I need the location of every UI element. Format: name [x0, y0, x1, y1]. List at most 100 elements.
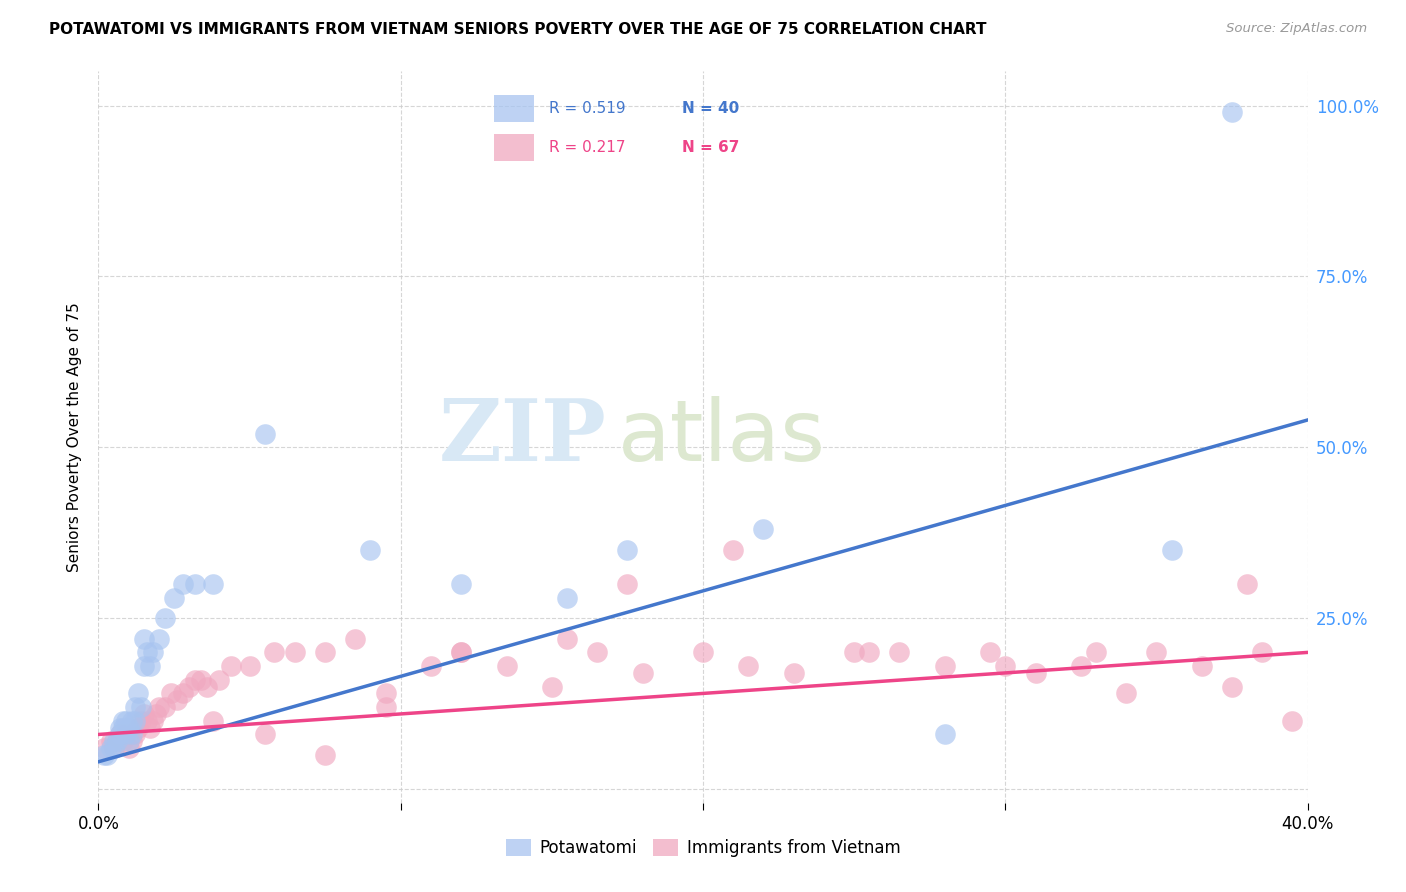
Point: [1144, 645, 1167, 659]
Point: [616, 542, 638, 557]
Point: [540, 680, 562, 694]
Point: [96, 747, 118, 762]
Point: [160, 686, 183, 700]
Point: [979, 645, 1001, 659]
Text: ZIP: ZIP: [439, 395, 606, 479]
Point: [100, 741, 122, 756]
Point: [616, 577, 638, 591]
Point: [127, 721, 149, 735]
Point: [1085, 645, 1108, 659]
Point: [114, 727, 136, 741]
Point: [1191, 659, 1213, 673]
Point: [1236, 577, 1258, 591]
Point: [202, 577, 225, 591]
Point: [108, 727, 131, 741]
Point: [135, 714, 157, 728]
Point: [263, 645, 285, 659]
Point: [148, 632, 170, 646]
Point: [166, 693, 188, 707]
Point: [105, 734, 128, 748]
Point: [111, 734, 134, 748]
Point: [1220, 105, 1243, 120]
Point: [172, 686, 194, 700]
Point: [93, 747, 115, 762]
Point: [103, 741, 125, 756]
Point: [105, 734, 128, 748]
Point: [132, 706, 155, 721]
Point: [752, 522, 775, 536]
Point: [148, 700, 170, 714]
Point: [135, 645, 157, 659]
Point: [124, 714, 146, 728]
Point: [253, 426, 276, 441]
Text: atlas: atlas: [619, 395, 827, 479]
Point: [124, 727, 146, 741]
Point: [111, 714, 134, 728]
Point: [172, 577, 194, 591]
Point: [142, 645, 165, 659]
Point: [129, 700, 152, 714]
Point: [555, 591, 578, 605]
Point: [420, 659, 443, 673]
Point: [139, 721, 162, 735]
Point: [1220, 680, 1243, 694]
Point: [195, 680, 218, 694]
Point: [202, 714, 225, 728]
Point: [163, 591, 186, 605]
Point: [103, 741, 125, 756]
Point: [184, 673, 207, 687]
Point: [495, 659, 517, 673]
Point: [111, 721, 134, 735]
Point: [374, 700, 396, 714]
Point: [692, 645, 714, 659]
Point: [858, 645, 880, 659]
Point: [184, 577, 207, 591]
Point: [142, 714, 165, 728]
Point: [737, 659, 759, 673]
Point: [132, 632, 155, 646]
Point: [1070, 659, 1092, 673]
Point: [1115, 686, 1137, 700]
Point: [889, 645, 911, 659]
Point: [100, 734, 122, 748]
Point: [450, 577, 472, 591]
Point: [121, 714, 143, 728]
Point: [108, 721, 131, 735]
Point: [284, 645, 307, 659]
Text: POTAWATOMI VS IMMIGRANTS FROM VIETNAM SENIORS POVERTY OVER THE AGE OF 75 CORRELA: POTAWATOMI VS IMMIGRANTS FROM VIETNAM SE…: [49, 22, 987, 37]
Point: [153, 700, 176, 714]
Point: [1160, 542, 1182, 557]
Point: [221, 659, 243, 673]
Point: [723, 542, 745, 557]
Point: [314, 747, 336, 762]
Point: [103, 734, 125, 748]
Text: Source: ZipAtlas.com: Source: ZipAtlas.com: [1226, 22, 1367, 36]
Point: [783, 665, 806, 680]
Point: [145, 706, 167, 721]
Point: [118, 721, 141, 735]
Point: [314, 645, 336, 659]
Point: [994, 659, 1017, 673]
Point: [108, 727, 131, 741]
Point: [1251, 645, 1274, 659]
Point: [360, 542, 382, 557]
Point: [253, 727, 276, 741]
Point: [208, 673, 231, 687]
Point: [179, 680, 201, 694]
Point: [450, 645, 472, 659]
Point: [631, 665, 654, 680]
Point: [934, 727, 956, 741]
Point: [121, 734, 143, 748]
Point: [1281, 714, 1303, 728]
Point: [124, 700, 146, 714]
Point: [844, 645, 866, 659]
Point: [239, 659, 262, 673]
Point: [139, 659, 162, 673]
Point: [118, 734, 141, 748]
Point: [450, 645, 472, 659]
Point: [374, 686, 396, 700]
Legend: Potawatomi, Immigrants from Vietnam: Potawatomi, Immigrants from Vietnam: [499, 832, 907, 864]
Point: [121, 727, 143, 741]
Point: [190, 673, 212, 687]
Point: [114, 727, 136, 741]
